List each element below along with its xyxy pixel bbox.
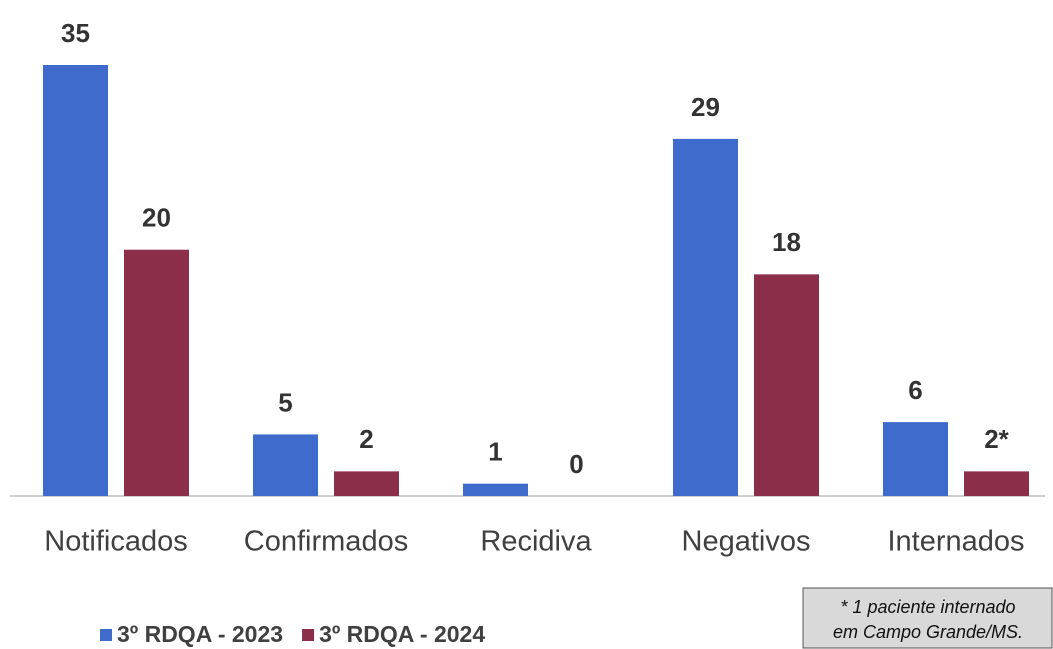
value-label: 6 [908, 375, 922, 405]
bar [883, 422, 948, 496]
legend-swatch [100, 629, 112, 641]
annotation: em Campo Grande/MS. [833, 622, 1023, 642]
bar [964, 471, 1029, 496]
value-label: 18 [772, 227, 801, 257]
legend-label: 3º RDQA - 2024 [319, 621, 485, 647]
value-label: 20 [142, 203, 171, 233]
x-tick-label: Negativos [682, 526, 811, 558]
x-tick-label: Recidiva [480, 526, 592, 558]
value-label: 35 [61, 18, 90, 48]
value-label: 29 [691, 92, 720, 122]
value-label: 2* [984, 424, 1009, 454]
value-label: 0 [569, 449, 583, 479]
bar [124, 249, 189, 496]
x-tick-label: Confirmados [244, 526, 408, 558]
x-tick-label: Internados [887, 526, 1024, 558]
value-label: 2 [359, 424, 373, 454]
legend-swatch [302, 629, 315, 641]
annotation: * 1 paciente internado [840, 597, 1015, 617]
bar [253, 434, 318, 496]
x-tick-label: Notificados [44, 526, 187, 558]
value-label: 5 [278, 387, 292, 417]
value-label: 1 [488, 437, 502, 467]
bar [43, 65, 108, 496]
bar [673, 138, 738, 496]
legend-label: 3º RDQA - 2023 [117, 621, 283, 647]
bar [334, 471, 399, 496]
bar [463, 483, 528, 496]
bar [754, 274, 819, 496]
annotation-box [802, 587, 1053, 649]
